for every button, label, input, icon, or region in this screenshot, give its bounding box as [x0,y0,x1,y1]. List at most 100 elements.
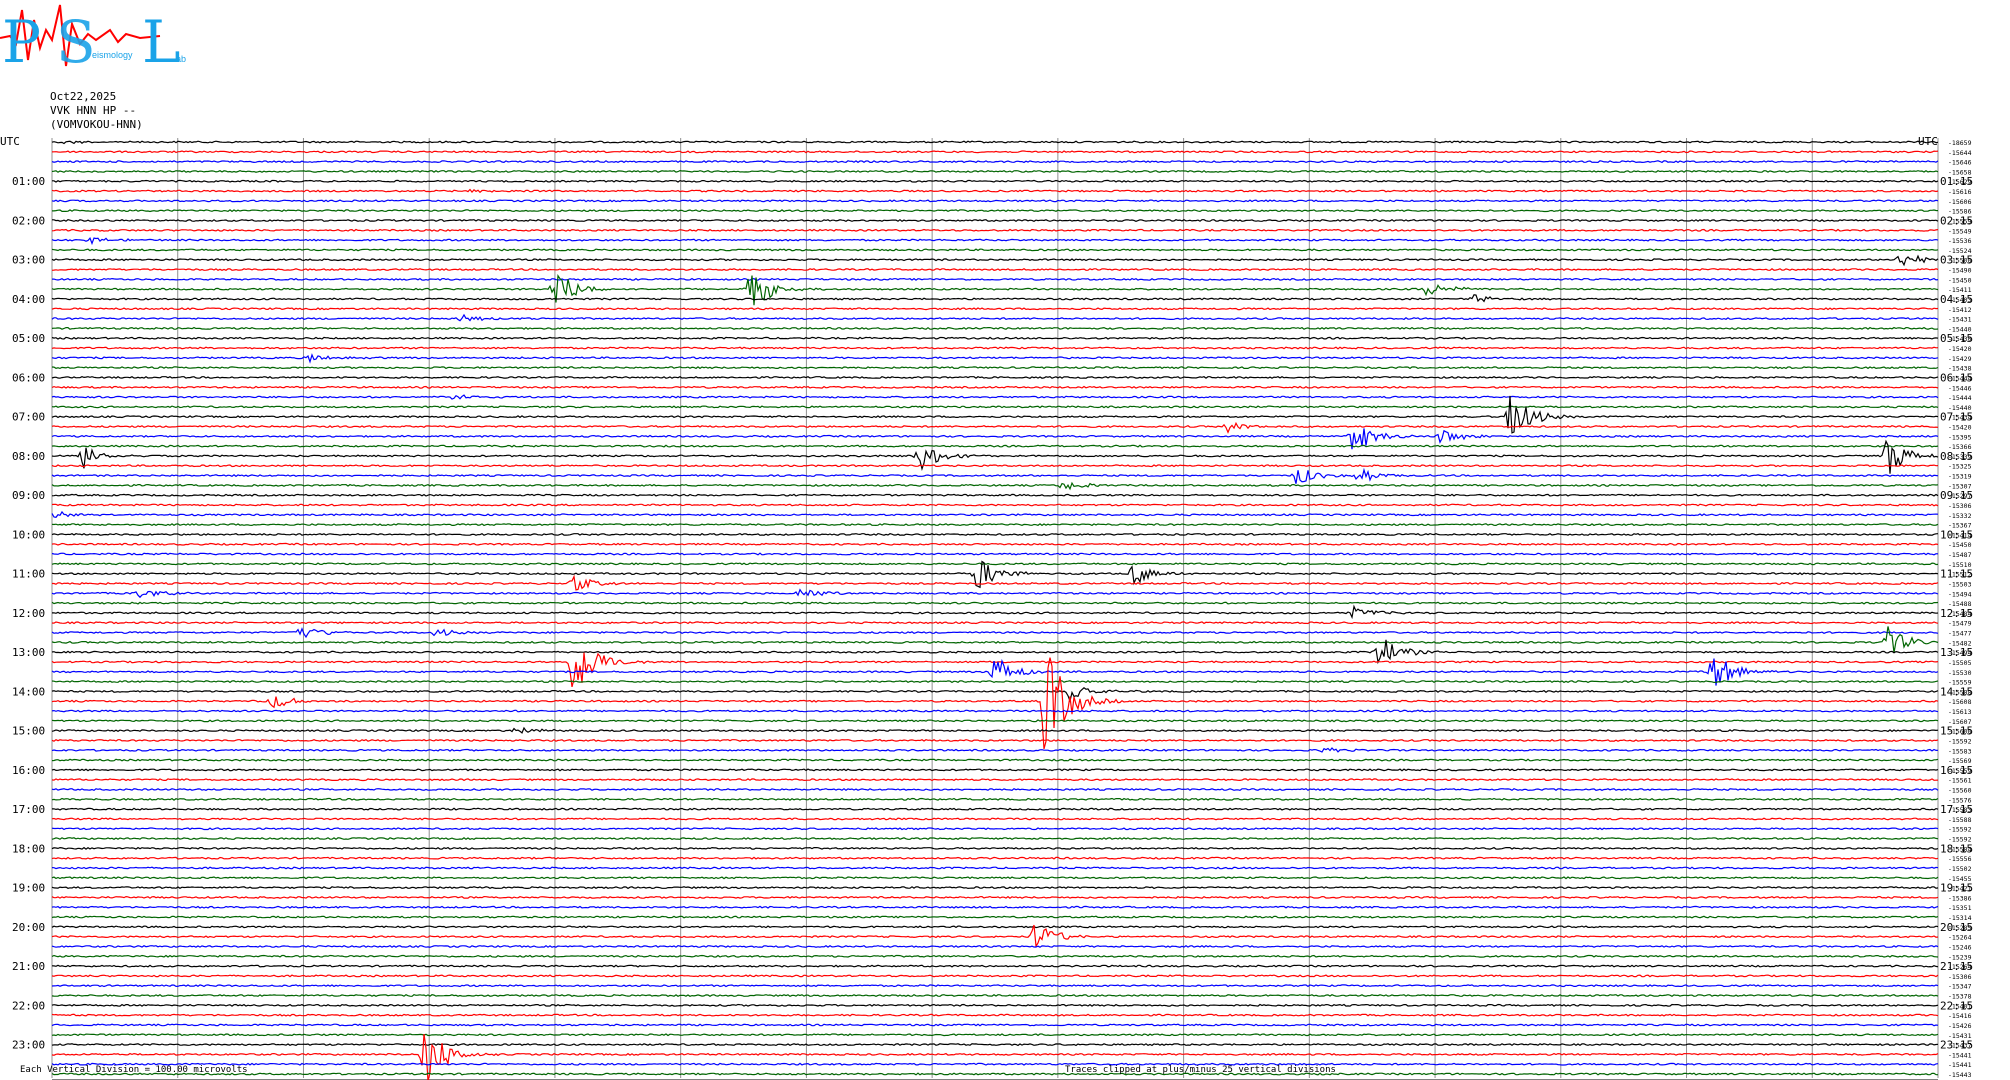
left-hour-label: 07:00 [12,411,45,424]
seismic-trace [51,248,1939,252]
seismic-trace [51,837,1939,841]
seismic-trace [51,160,1939,164]
seismic-trace [51,738,1939,742]
seismic-trace [52,574,1939,591]
seismic-trace [51,395,1939,434]
left-hour-label: 09:00 [12,489,45,502]
trace-offset-label: -15500 [1948,257,1972,265]
seismic-trace [51,1003,1939,1007]
right-hour-label: 15:15 [1940,725,1973,738]
logo-text-lab: ab [176,54,186,64]
trace-offset-label: -15297 [1948,492,1972,500]
trace-offset-label: -15607 [1948,718,1972,726]
clip-note: Traces clipped at plus/minus 25 vertical… [1065,1065,1336,1075]
seismic-trace [51,274,1939,306]
trace-offset-label: -15530 [1948,669,1972,677]
seismic-trace [51,199,1939,203]
trace-offset-label: -15494 [1948,590,1972,598]
seismic-trace [51,876,1939,880]
trace-offset-label: -15490 [1948,267,1972,275]
trace-offset-label: -15411 [1948,286,1972,294]
seismic-trace [51,944,1939,948]
trace-offset-label: -15440 [1948,404,1972,412]
trace-offset-label: -15416 [1948,1012,1972,1020]
trace-offset-label: -15560 [1948,786,1972,794]
trace-offset-label: -15239 [1948,953,1972,961]
trace-offset-label: -15366 [1948,443,1972,451]
trace-offset-label: -15658 [1948,168,1972,176]
seismic-trace [51,797,1939,801]
seismic-trace [52,209,1939,213]
seismic-trace [51,481,1939,491]
left-hour-label: 10:00 [12,528,45,541]
trace-offset-label: -15412 [1948,306,1972,314]
seismic-trace [51,588,1939,599]
seismic-trace [51,895,1939,899]
seismic-trace [51,428,1939,450]
trace-offset-label: -15477 [1948,630,1972,638]
trace-offset-label: -15264 [1948,934,1972,942]
date-label: Oct22,2025 [50,90,117,103]
seismic-trace [51,307,1939,311]
left-hour-label: 02:00 [12,214,45,227]
trace-offset-label: -15559 [1948,217,1972,225]
trace-offset-label: -15588 [1948,688,1972,696]
seismic-trace [51,421,1939,434]
seismic-trace [51,807,1939,811]
seismic-trace [51,1043,1939,1047]
trace-offset-label: -15524 [1948,247,1972,255]
trace-offset-label: -15420 [1948,424,1972,432]
seismic-trace [51,658,1939,686]
trace-offset-label: -15629 [1948,178,1972,186]
seismic-trace [51,709,1939,713]
seismic-trace [51,444,1939,448]
seismic-trace [51,313,1939,322]
left-hour-label: 17:00 [12,803,45,816]
seismic-trace [51,817,1939,821]
seismic-trace [51,846,1939,850]
seismic-trace [51,993,1939,998]
seismic-trace [52,277,1939,281]
left-hour-label: 15:00 [12,725,45,738]
seismic-trace [51,719,1939,723]
trace-offset-label: -15434 [1948,414,1972,422]
trace-offset-label: -15446 [1948,384,1972,392]
seismic-trace [52,218,1939,223]
right-hour-label: 22:15 [1940,999,1973,1012]
seismic-trace [51,1033,1939,1037]
seismic-trace [51,150,1939,154]
seismic-trace [51,228,1939,232]
trace-offset-label: -15488 [1948,600,1972,608]
trace-offset-label: -15441 [1948,1051,1972,1059]
seismic-trace [52,179,1939,183]
seismic-trace [51,267,1939,272]
trace-offset-label: -15386 [1948,894,1972,902]
seismic-trace [51,974,1939,978]
right-hour-label: 01:15 [1940,175,1973,188]
trace-offset-label: -15246 [1948,943,1972,951]
trace-offset-label: -15569 [1948,757,1972,765]
trace-offset-label: -15429 [1948,355,1972,363]
left-hour-label: 11:00 [12,568,45,581]
trace-offset-label: -18659 [1948,139,1972,147]
seismic-trace [51,493,1939,497]
seismic-trace [51,467,1939,484]
left-hour-label: 21:00 [12,960,45,973]
label-layer: -18659 -15644 -15646-15658 -15629 -15616 -156… [0,135,1973,1079]
trace-offset-label: -15644 [1948,149,1972,157]
trace-offset-label: -15395 [1948,433,1972,441]
seismic-trace [51,856,1939,860]
seismic-trace [51,1062,1939,1066]
seismic-trace [51,140,1939,145]
seismic-trace [51,1034,1939,1080]
trace-offset-label: -15479 [1948,620,1972,628]
seismic-trace [51,169,1939,173]
trace-offset-label: -15592 [1948,737,1972,745]
left-hour-label: 18:00 [12,842,45,855]
trace-offset-label: -15430 [1948,335,1972,343]
left-hour-label: 04:00 [12,293,45,306]
trace-offset-label: -15505 [1948,659,1972,667]
logo-text-seismology: eismology [92,50,133,60]
trace-offset-label: -15378 [1948,993,1972,1001]
seismic-trace [51,532,1939,536]
